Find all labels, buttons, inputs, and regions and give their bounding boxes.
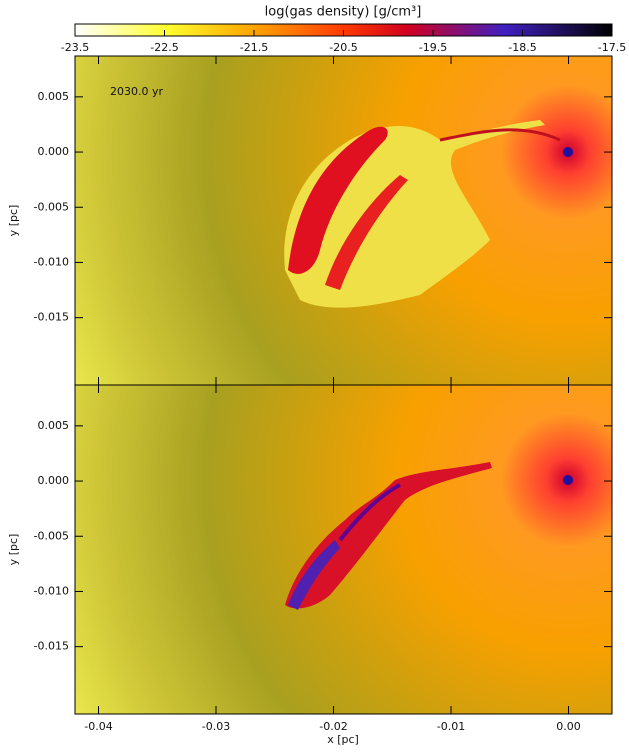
y-tick-label: -0.015: [34, 311, 69, 324]
y-tick-label: -0.005: [34, 529, 69, 542]
colorbar-tick-label: -17.5: [598, 41, 626, 54]
x-tick-label: -0.02: [319, 720, 347, 733]
x-tick-label: 0.00: [556, 720, 581, 733]
x-axis-label: x [pc]: [327, 733, 359, 746]
y-tick-label: 0.000: [38, 145, 70, 158]
colorbar-tick-label: -21.5: [240, 41, 268, 54]
y-tick-label: -0.005: [34, 200, 69, 213]
colorbar-tick-label: -22.5: [150, 41, 178, 54]
y-axis-label: y [pc]: [7, 534, 20, 566]
colorbar-ticks: -23.5 -22.5 -21.5 -20.5 -19.5 -18.5 -17.5: [61, 30, 626, 54]
colorbar-tick-label: -20.5: [329, 41, 357, 54]
panel-frame: [74, 384, 613, 715]
axes: 0.005 0.000 -0.005 -0.010 -0.015 y [pc] 2030.0…: [7, 55, 613, 746]
annotation: 2030.0 yr: [110, 85, 163, 98]
outflow-top: [284, 120, 573, 308]
y-tick-label: 0.005: [38, 90, 70, 103]
colorbar-title: log(gas density) [g/cm³]: [265, 5, 422, 20]
y-tick-label: -0.015: [34, 640, 69, 653]
x-tick-label: -0.03: [202, 720, 230, 733]
y-tick-label: 0.000: [38, 474, 70, 487]
colorbar-tick-label: -19.5: [419, 41, 447, 54]
y-tick-label: 0.005: [38, 419, 70, 432]
x-tick-label: -0.01: [437, 720, 465, 733]
y-axis-label: y [pc]: [7, 205, 20, 237]
colorbar-tick-label: -18.5: [508, 41, 536, 54]
colorbar-tick-label: -23.5: [61, 41, 89, 54]
y-tick-label: -0.010: [34, 584, 69, 597]
outflow-bottom: [285, 462, 573, 610]
y-tick-label: -0.010: [34, 255, 69, 268]
x-tick-label: -0.04: [84, 720, 112, 733]
